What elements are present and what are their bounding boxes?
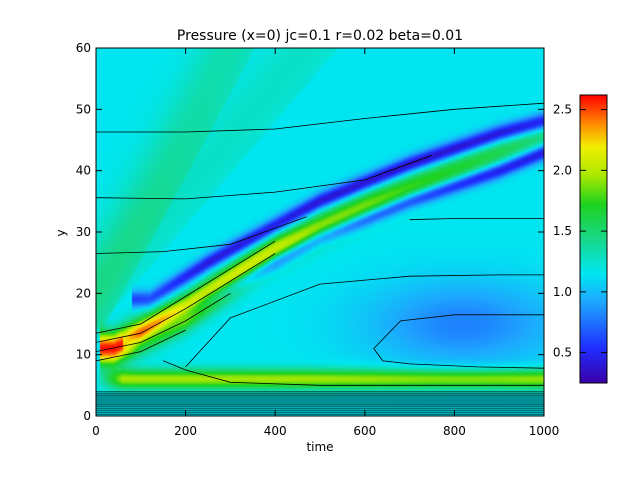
x-tick-label: 600 — [353, 424, 376, 438]
colorbar-tick-label: 0.5 — [553, 346, 572, 360]
colorbar: 0.5 1.0 1.5 2.0 2.5 — [553, 94, 608, 384]
plot-area — [95, 47, 545, 417]
y-axis: 0 10 20 30 40 50 60 — [76, 41, 544, 423]
colorbar-tick-label: 2.0 — [553, 163, 572, 177]
y-tick-label: 60 — [76, 41, 91, 55]
x-tick-label: 400 — [264, 424, 287, 438]
chart-title: Pressure (x=0) jc=0.1 r=0.02 beta=0.01 — [177, 28, 463, 44]
colorbar-ticks: 0.5 1.0 1.5 2.0 2.5 — [553, 103, 607, 360]
contour-line — [96, 216, 307, 254]
y-tick-label: 30 — [76, 225, 91, 239]
y-axis-label: y — [54, 229, 68, 236]
x-axis: 0 200 400 600 800 1000 — [92, 48, 559, 438]
y-tick-label: 40 — [76, 164, 91, 178]
contour-line — [373, 314, 544, 369]
contour-line — [163, 360, 544, 386]
x-tick-label: 1000 — [529, 424, 560, 438]
contour-line — [96, 253, 276, 343]
contour-line — [185, 274, 544, 368]
contour-line — [96, 292, 231, 352]
heatmap-image — [96, 48, 544, 416]
contour-lines — [96, 102, 544, 415]
y-tick-label: 0 — [83, 409, 91, 423]
contour-line — [96, 240, 276, 334]
x-axis-label: time — [306, 440, 333, 454]
y-tick-label: 50 — [76, 102, 91, 116]
colorbar-tick-label: 2.5 — [553, 103, 572, 117]
x-tick-label: 0 — [92, 424, 100, 438]
colorbar-gradient — [579, 94, 608, 384]
contour-line — [96, 154, 433, 200]
contour-line — [96, 329, 186, 362]
y-tick-label: 10 — [76, 348, 91, 362]
x-tick-label: 800 — [443, 424, 466, 438]
colorbar-tick-label: 1.5 — [553, 224, 572, 238]
colorbar-tick-label: 1.0 — [553, 285, 572, 299]
y-tick-label: 20 — [76, 286, 91, 300]
contour-line — [409, 218, 544, 221]
x-tick-label: 200 — [174, 424, 197, 438]
contour-line — [96, 102, 544, 133]
